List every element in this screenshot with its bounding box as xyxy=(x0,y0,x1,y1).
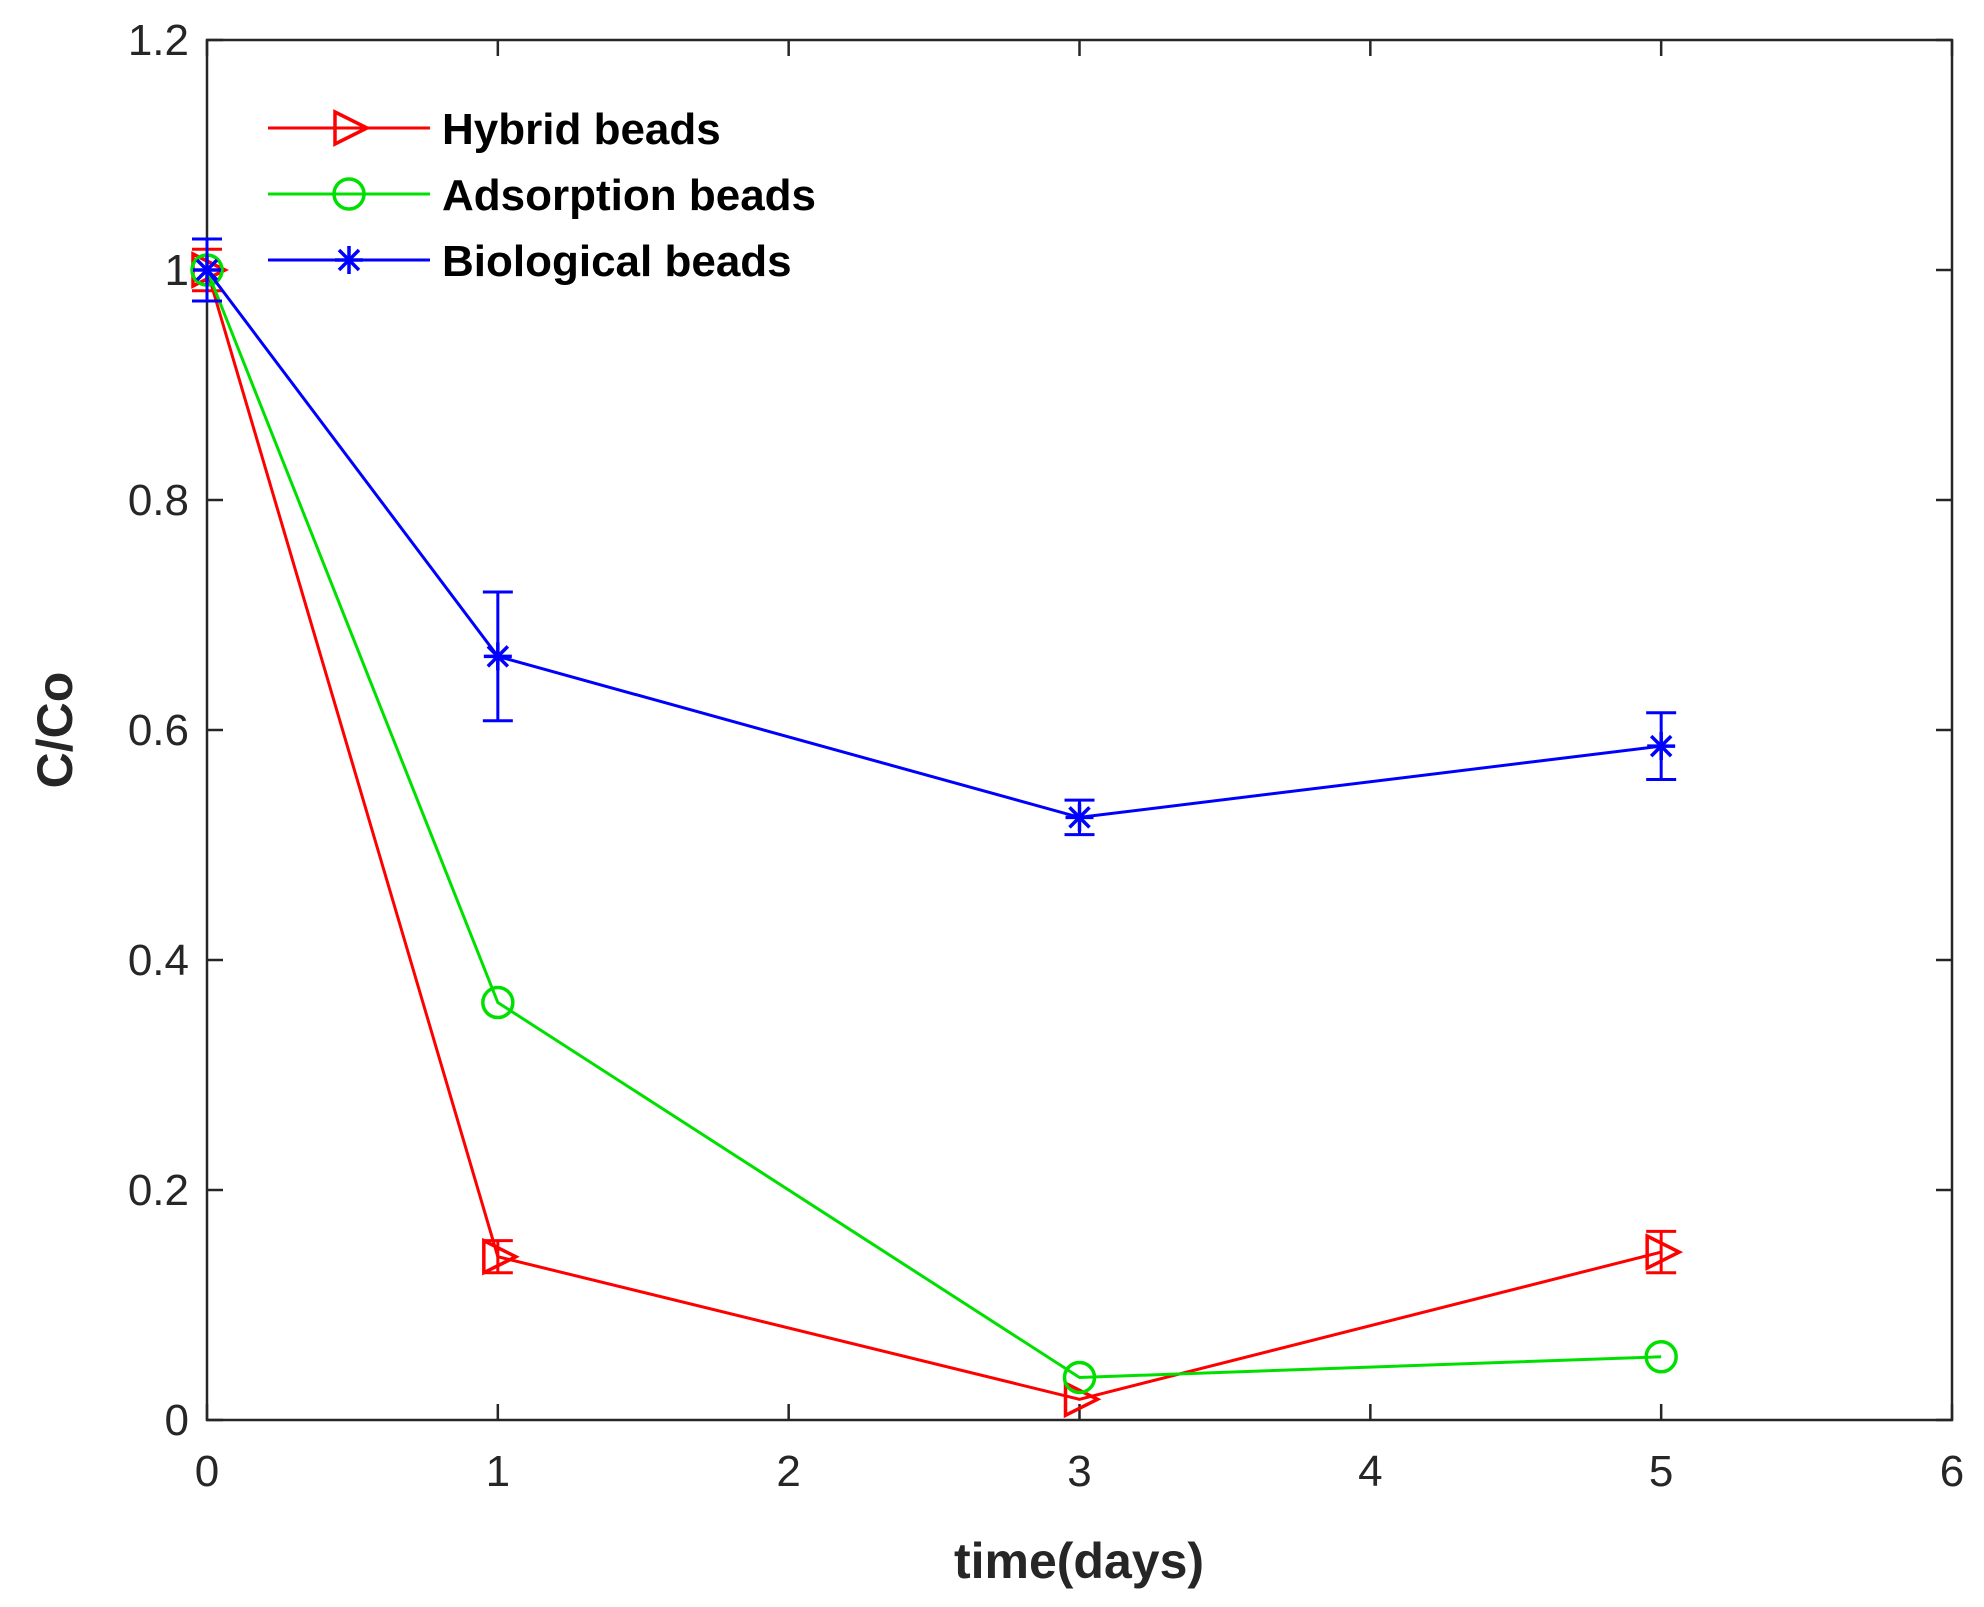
y-tick-label: 1.2 xyxy=(128,16,189,65)
x-tick-label: 4 xyxy=(1358,1447,1382,1496)
x-axis-label: time(days) xyxy=(954,1533,1204,1589)
legend-label: Biological beads xyxy=(442,237,792,286)
y-tick-label: 0.6 xyxy=(128,706,189,755)
x-tick-label: 3 xyxy=(1067,1447,1091,1496)
legend-item-adsorption-beads: Adsorption beads xyxy=(268,171,816,220)
legend: Hybrid beads Adsorption beads Biological b… xyxy=(268,105,816,286)
legend-marker-biological-beads xyxy=(335,246,363,274)
y-axis-label: C/Co xyxy=(27,672,83,789)
y-tick-label: 0.8 xyxy=(128,476,189,525)
legend-item-biological-beads: Biological beads xyxy=(268,237,792,286)
y-tick-label: 0.2 xyxy=(128,1166,189,1215)
y-tick-label: 0 xyxy=(165,1396,189,1445)
legend-item-hybrid-beads: Hybrid beads xyxy=(268,105,721,154)
data-point-biological-beads xyxy=(483,642,512,671)
legend-marker-adsorption-beads xyxy=(332,177,366,211)
axis-ticks: 0 1 2 3 4 5 6 0 0.2 0.4 0.6 0.8 1 1.2 xyxy=(128,16,1964,1496)
legend-marker-hybrid-beads xyxy=(333,109,371,147)
series-line-adsorption-beads xyxy=(205,269,1662,1379)
series-line-hybrid-beads xyxy=(205,269,1662,1401)
x-tick-label: 2 xyxy=(776,1447,800,1496)
series-line-biological-beads xyxy=(205,269,1662,819)
x-tick-label: 6 xyxy=(1940,1447,1964,1496)
x-tick-label: 0 xyxy=(195,1447,219,1496)
series-biological-beads xyxy=(192,237,1677,837)
series-layer xyxy=(190,237,1684,1419)
legend-label: Hybrid beads xyxy=(442,105,721,154)
data-point-biological-beads xyxy=(1065,803,1094,832)
x-tick-label: 1 xyxy=(486,1447,510,1496)
data-point-biological-beads xyxy=(193,256,221,284)
data-point-biological-beads xyxy=(1647,732,1676,761)
y-tick-label: 0.4 xyxy=(128,936,189,985)
legend-label: Adsorption beads xyxy=(442,171,816,220)
x-tick-label: 5 xyxy=(1649,1447,1673,1496)
data-point-adsorption-beads xyxy=(1644,1340,1678,1374)
data-point-hybrid-beads xyxy=(482,1237,520,1276)
data-point-hybrid-beads xyxy=(1645,1233,1684,1271)
data-point-adsorption-beads xyxy=(481,985,515,1020)
y-tick-label: 1 xyxy=(165,246,189,295)
data-point-adsorption-beads xyxy=(1062,1360,1097,1395)
error-bar-hybrid-beads xyxy=(1646,1229,1677,1275)
